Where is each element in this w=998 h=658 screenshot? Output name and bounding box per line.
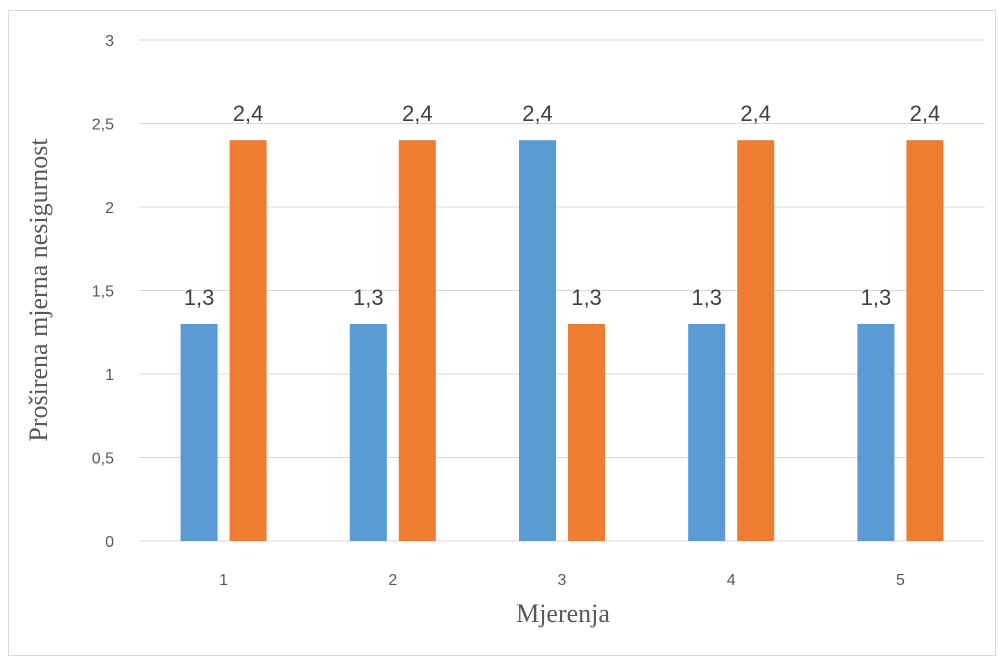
data-label: 1,3 bbox=[861, 285, 892, 310]
bar-series-1 bbox=[349, 323, 387, 541]
bar-series-2 bbox=[906, 140, 944, 541]
data-label: 2,4 bbox=[910, 101, 941, 126]
bar-series-1 bbox=[688, 323, 726, 541]
bar-series-1 bbox=[519, 140, 556, 541]
bar-series-2 bbox=[229, 140, 267, 541]
y-axis-title: Proširena mjerna nesigurnost bbox=[24, 138, 53, 442]
x-axis-title: Mjerenja bbox=[516, 599, 610, 628]
data-label: 1,3 bbox=[184, 285, 215, 310]
data-label: 2,4 bbox=[522, 101, 553, 126]
x-tick-label: 3 bbox=[558, 572, 567, 589]
x-tick-labels: 1 2 3 4 5 bbox=[219, 572, 905, 589]
data-labels: 1,3 2,4 1,3 2,4 2,4 1,3 1,3 2,4 1,3 2,4 bbox=[184, 101, 940, 310]
y-tick-label: 1,5 bbox=[92, 284, 114, 301]
y-tick-label: 0 bbox=[105, 534, 114, 551]
y-tick-label: 2,5 bbox=[92, 117, 114, 134]
bar-series-1 bbox=[857, 323, 895, 541]
y-tick-label: 2 bbox=[105, 200, 114, 217]
y-tick-label: 3 bbox=[105, 33, 114, 50]
x-tick-label: 4 bbox=[727, 572, 736, 589]
gridlines bbox=[139, 39, 985, 542]
x-tick-label: 2 bbox=[388, 572, 397, 589]
y-tick-label: 1 bbox=[105, 367, 114, 384]
bar-series-1 bbox=[180, 323, 218, 541]
x-tick-label: 1 bbox=[219, 572, 228, 589]
y-tick-labels: 0 0,5 1 1,5 2 2,5 3 bbox=[92, 33, 114, 551]
data-label: 1,3 bbox=[353, 285, 384, 310]
chart-frame bbox=[8, 10, 996, 656]
data-label: 2,4 bbox=[740, 101, 771, 126]
bars bbox=[180, 140, 944, 541]
bar-series-2 bbox=[398, 140, 436, 541]
x-tick-label: 5 bbox=[896, 572, 905, 589]
y-tick-label: 0,5 bbox=[92, 451, 114, 468]
data-label: 2,4 bbox=[402, 101, 433, 126]
data-label: 1,3 bbox=[691, 285, 722, 310]
bar-series-2 bbox=[568, 323, 605, 541]
bar-series-2 bbox=[737, 140, 775, 541]
data-label: 1,3 bbox=[571, 285, 602, 310]
data-label: 2,4 bbox=[233, 101, 264, 126]
